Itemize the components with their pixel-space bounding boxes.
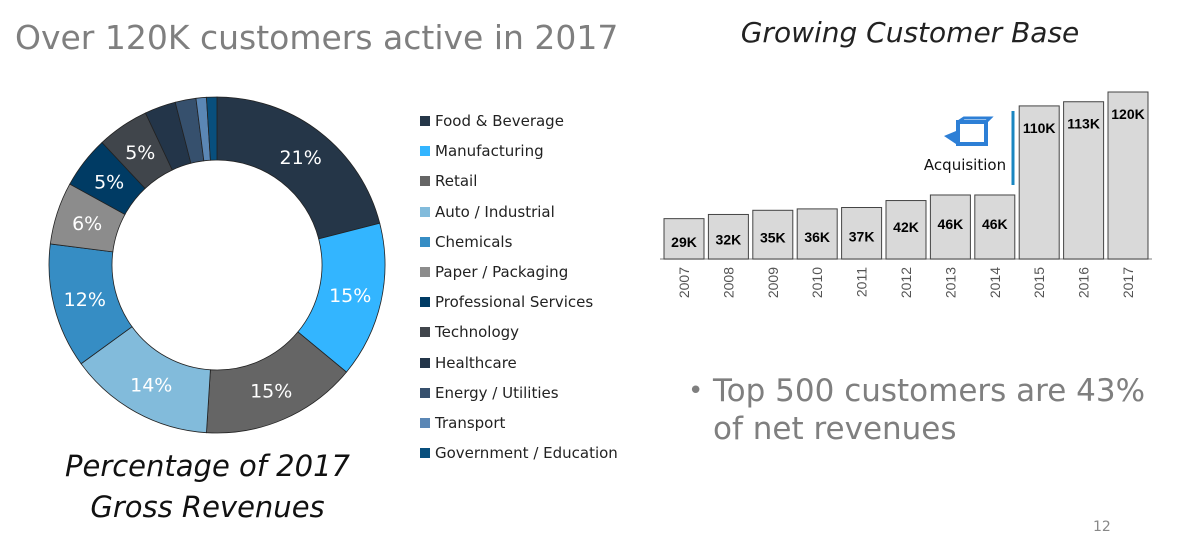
bullet-icon: • (688, 376, 704, 406)
donut-slice-label: 6% (72, 213, 102, 235)
legend-swatch (420, 327, 430, 338)
legend-item: Healthcare (420, 348, 618, 378)
x-tick-label: 2010 (809, 267, 825, 298)
legend-label: Transport (435, 413, 506, 432)
x-tick-label: 2007 (676, 267, 692, 298)
bar-value-label: 37K (849, 228, 875, 244)
donut-slice-label: 5% (94, 171, 124, 193)
legend-swatch (420, 387, 430, 398)
bar-value-label: 32K (716, 232, 742, 248)
legend-label: Technology (435, 323, 520, 342)
legend-label: Government / Education (435, 444, 618, 463)
acquisition-label: Acquisition (924, 156, 1006, 174)
legend-swatch (420, 206, 430, 217)
donut-slice-label: 12% (64, 289, 106, 311)
legend-label: Chemicals (435, 232, 513, 251)
bar (1063, 101, 1105, 260)
legend-item: Paper / Packaging (420, 257, 618, 287)
bar (796, 208, 838, 260)
legend-label: Auto / Industrial (435, 202, 555, 221)
legend-item: Chemicals (420, 227, 618, 257)
bar-value-label: 36K (804, 229, 830, 245)
caption-line-1: Percentage of 2017 (64, 449, 350, 483)
bar-value-label: 35K (760, 230, 786, 246)
legend-item: Auto / Industrial (420, 197, 618, 227)
legend-item: Technology (420, 317, 618, 347)
page-number: 12 (1093, 519, 1111, 535)
bar-value-label: 120K (1111, 106, 1144, 122)
legend-label: Energy / Utilities (435, 383, 559, 402)
legend-item: Professional Services (420, 287, 618, 317)
legend-swatch (420, 116, 430, 127)
legend-swatch (420, 357, 430, 368)
x-tick-label: 2011 (854, 267, 870, 297)
bar (752, 209, 794, 260)
slide-title: Over 120K customers active in 2017 (15, 18, 619, 57)
legend-swatch (420, 176, 430, 187)
donut-legend: Food & Beverage Manufacturing Retail Auto /… (420, 106, 618, 468)
bar (1018, 105, 1060, 260)
bar-value-label: 46K (938, 216, 964, 232)
legend-swatch (420, 236, 430, 247)
caption-line-2: Gross Revenues (90, 490, 325, 524)
legend-item: Transport (420, 408, 618, 438)
x-tick-label: 2012 (898, 267, 914, 298)
x-tick-label: 2009 (765, 267, 781, 298)
legend-swatch (420, 417, 430, 428)
legend-swatch (420, 297, 430, 308)
bullet-point: • Top 500 customers are 43% of net reven… (688, 372, 1178, 448)
bar (1107, 91, 1149, 260)
legend-label: Professional Services (435, 293, 594, 312)
donut-caption: Percentage of 2017 Gross Revenues (40, 446, 375, 528)
legend-item: Energy / Utilities (420, 378, 618, 408)
legend-item: Retail (420, 166, 618, 196)
x-tick-label: 2013 (942, 267, 958, 298)
donut-slice-label: 21% (280, 147, 322, 169)
bar-chart-title: Growing Customer Base (740, 16, 1080, 49)
bar-value-label: 42K (893, 219, 919, 235)
x-tick-label: 2017 (1120, 267, 1136, 298)
bar (707, 213, 749, 260)
bar (885, 200, 927, 260)
acquisition-icon (944, 116, 994, 146)
donut-slice-label: 14% (130, 375, 172, 397)
legend-item: Food & Beverage (420, 106, 618, 136)
bullet-text: Top 500 customers are 43% of net revenue… (713, 373, 1146, 447)
bar (841, 207, 883, 260)
legend-label: Healthcare (435, 353, 517, 372)
donut-slice-label: 5% (125, 142, 155, 164)
legend-item: Manufacturing (420, 136, 618, 166)
legend-label: Food & Beverage (435, 112, 564, 131)
donut-slice-label: 15% (329, 285, 371, 307)
x-tick-label: 2015 (1031, 267, 1047, 298)
bar-value-label: 110K (1023, 120, 1056, 136)
bar-value-label: 113K (1067, 116, 1100, 132)
legend-item: Government / Education (420, 438, 618, 468)
legend-label: Manufacturing (435, 142, 544, 161)
bar (663, 218, 705, 260)
donut-slice (206, 96, 218, 161)
legend-label: Paper / Packaging (435, 263, 569, 282)
legend-swatch (420, 448, 430, 459)
legend-swatch (420, 267, 430, 278)
donut-slice-label: 15% (250, 380, 292, 402)
bar-value-label: 46K (982, 216, 1008, 232)
legend-label: Retail (435, 172, 478, 191)
x-tick-label: 2014 (987, 267, 1003, 298)
x-tick-label: 2008 (720, 267, 736, 298)
bar (929, 194, 971, 260)
bar-value-label: 29K (671, 234, 697, 250)
x-tick-label: 2016 (1076, 267, 1092, 298)
legend-swatch (420, 146, 430, 157)
bar (974, 194, 1016, 260)
